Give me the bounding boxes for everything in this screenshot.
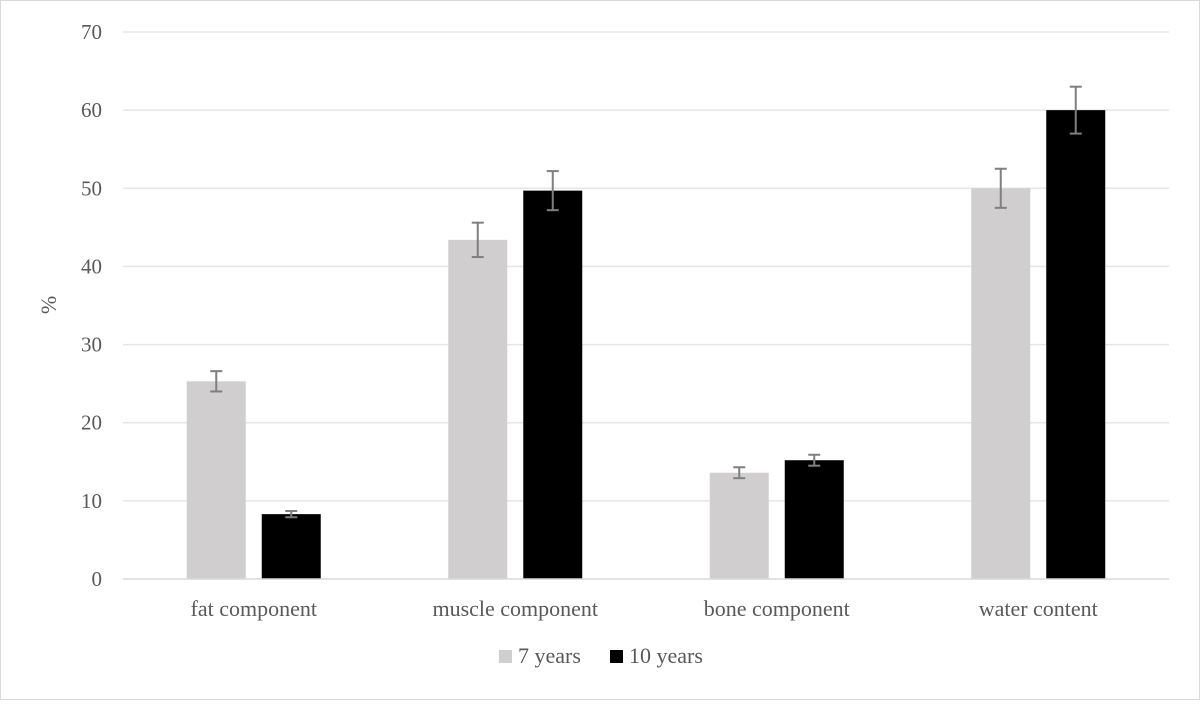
bar xyxy=(186,381,246,579)
y-axis-ticks: 0 10 20 30 40 50 60 70 xyxy=(81,20,102,591)
legend-label: 10 years xyxy=(629,643,703,668)
legend-label: 7 years xyxy=(518,643,581,668)
legend-swatch xyxy=(499,650,512,663)
bar xyxy=(261,514,321,579)
y-tick-label: 70 xyxy=(81,20,102,44)
gridlines xyxy=(123,31,1169,502)
bar xyxy=(784,460,844,579)
y-tick-label: 30 xyxy=(81,333,102,357)
x-category-label: bone component xyxy=(704,596,850,621)
y-tick-label: 50 xyxy=(81,176,102,200)
y-axis-title: % xyxy=(36,296,61,314)
legend: 7 years 10 years xyxy=(499,643,703,668)
y-tick-label: 0 xyxy=(92,567,103,591)
y-tick-label: 10 xyxy=(81,489,102,513)
error-bars xyxy=(210,85,1082,519)
x-category-label: water content xyxy=(979,596,1098,621)
x-category-label: fat component xyxy=(191,596,317,621)
legend-swatch xyxy=(610,650,623,663)
legend-item: 10 years xyxy=(610,643,703,668)
bar xyxy=(971,188,1031,580)
bars xyxy=(186,110,1106,580)
y-tick-label: 20 xyxy=(81,411,102,435)
bar xyxy=(1046,110,1106,580)
bar xyxy=(709,472,769,579)
bar xyxy=(523,190,583,579)
x-category-label: muscle component xyxy=(432,596,598,621)
y-tick-label: 40 xyxy=(81,254,102,278)
bar xyxy=(448,239,508,580)
y-tick-label: 60 xyxy=(81,98,102,122)
legend-item: 7 years xyxy=(499,643,581,668)
x-axis-category-labels: fat component muscle component bone compon… xyxy=(191,596,1098,621)
